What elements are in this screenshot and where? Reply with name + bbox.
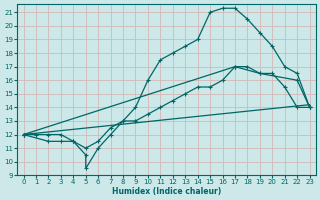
X-axis label: Humidex (Indice chaleur): Humidex (Indice chaleur) [112,187,221,196]
